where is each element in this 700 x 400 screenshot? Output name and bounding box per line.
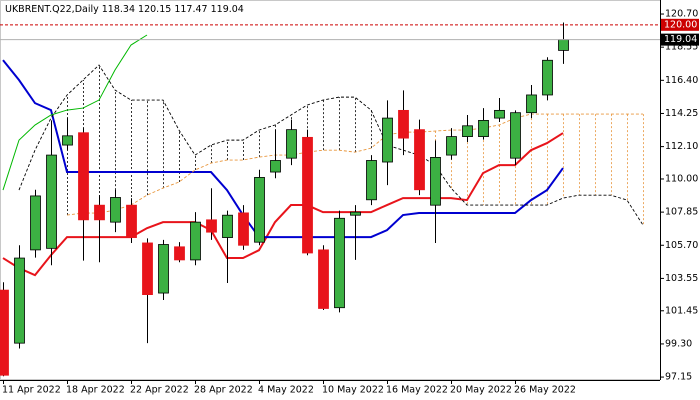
candle-body xyxy=(446,136,457,156)
indicator-line xyxy=(2,59,564,239)
y-tick-label: 101.45 xyxy=(665,305,698,316)
y-tick-label: 110.00 xyxy=(665,173,698,184)
y-tick-label: 107.85 xyxy=(665,207,698,218)
candle-body xyxy=(206,219,217,233)
candle-body xyxy=(430,156,441,206)
y-tick-label: 99.30 xyxy=(665,338,692,349)
candle-body xyxy=(462,125,473,137)
candle-body xyxy=(318,249,329,309)
candle-body xyxy=(46,154,57,249)
candle-body xyxy=(398,109,409,139)
ohlc-low: 117.47 xyxy=(174,4,207,15)
candle-body xyxy=(542,59,553,96)
candle-body xyxy=(510,112,521,159)
candle-body xyxy=(0,289,9,376)
indicator-line xyxy=(2,132,564,277)
y-tick-label: 97.15 xyxy=(665,372,692,383)
plot-frame xyxy=(0,0,661,380)
x-tick-label: 20 May 2022 xyxy=(450,385,512,396)
candle-body xyxy=(62,135,73,146)
x-tick-label: 28 Apr 2022 xyxy=(194,385,253,396)
x-tick-label: 10 May 2022 xyxy=(322,385,384,396)
candle-body xyxy=(158,244,169,294)
candle-body xyxy=(350,211,361,216)
x-tick-label: 22 Apr 2022 xyxy=(130,385,189,396)
candle-body xyxy=(78,132,89,221)
candle-body xyxy=(190,221,201,261)
ohlc-high: 120.15 xyxy=(138,4,171,15)
candle-body xyxy=(382,117,393,163)
candle-body xyxy=(238,212,249,246)
candle-body xyxy=(494,109,505,119)
candle-body xyxy=(14,257,25,344)
candle-body xyxy=(558,39,569,51)
indicator-line xyxy=(66,113,643,216)
x-tick-label: 11 Apr 2022 xyxy=(2,385,61,396)
symbol: UKBRENT.Q22,Daily xyxy=(5,4,99,15)
y-tick-label: 120.70 xyxy=(665,9,698,20)
candle-body xyxy=(174,246,185,261)
candle-body xyxy=(334,217,345,309)
x-tick-label: 18 Apr 2022 xyxy=(66,385,125,396)
last-price-label: 119.04 xyxy=(664,34,697,45)
last-price-box xyxy=(661,33,699,46)
chart-title: UKBRENT.Q22,Daily 118.34 120.15 117.47 1… xyxy=(5,4,244,15)
x-tick-label: 4 May 2022 xyxy=(258,385,314,396)
ohlc-close: 119.04 xyxy=(211,4,244,15)
candle-body xyxy=(254,177,265,243)
candle-body xyxy=(270,160,281,173)
y-tick-label: 105.70 xyxy=(665,240,698,251)
ohlc-open: 118.34 xyxy=(102,4,135,15)
candle-body xyxy=(30,195,41,251)
y-tick-label: 112.10 xyxy=(665,141,698,152)
candle-body xyxy=(302,136,313,254)
indicator-line xyxy=(2,34,148,191)
candle-body xyxy=(126,204,137,238)
y-tick-label: 118.55 xyxy=(665,42,698,53)
level-box xyxy=(661,18,699,31)
y-tick-label: 114.25 xyxy=(665,108,698,119)
x-tick-label: 16 May 2022 xyxy=(386,385,448,396)
candle-body xyxy=(222,214,233,238)
y-tick-label: 116.40 xyxy=(665,75,698,86)
candle-body xyxy=(414,129,425,191)
x-tick-label: 26 May 2022 xyxy=(514,385,576,396)
candle-body xyxy=(366,160,377,201)
candle-body xyxy=(286,129,297,159)
y-tick-label: 103.55 xyxy=(665,273,698,284)
candle-body xyxy=(526,94,537,114)
candle-body xyxy=(94,204,105,221)
level-label: 120.00 xyxy=(664,19,697,30)
candle-body xyxy=(478,119,489,137)
marks xyxy=(0,22,644,377)
candle-body xyxy=(110,197,121,223)
candle-body xyxy=(142,242,153,295)
